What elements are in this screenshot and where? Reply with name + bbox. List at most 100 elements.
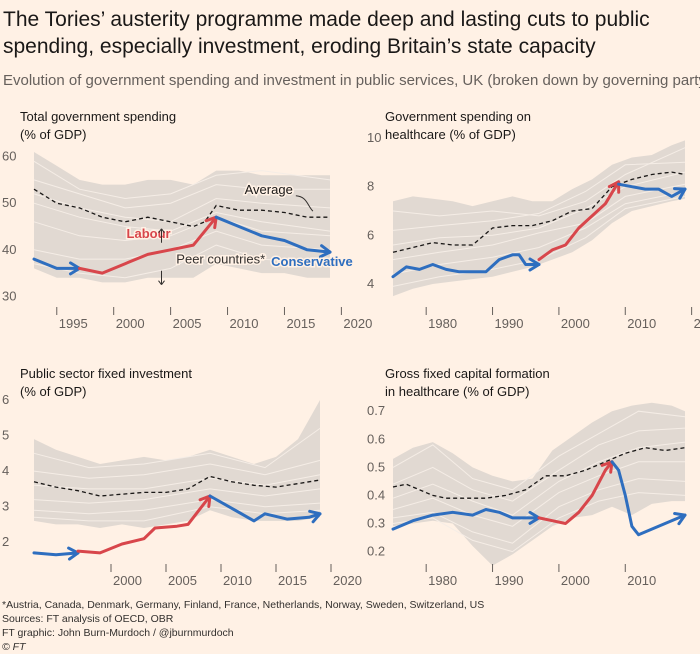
y-tick-label: 0.7 — [367, 403, 385, 418]
annotation-label: Conservative — [271, 254, 353, 269]
y-tick-label: 5 — [2, 428, 9, 443]
y-tick-label: 4 — [367, 276, 374, 291]
chart-svg: 2 3 4 5 6 2000 2005 2010 2015 2020 — [2, 392, 362, 588]
average-line — [392, 447, 686, 499]
y-tick-label: 0.3 — [367, 516, 385, 531]
conservative-arrowhead — [319, 244, 332, 259]
conservative-series-line — [391, 253, 541, 279]
panel-title-line-1: Total government spending — [20, 109, 177, 124]
conservative-arrowhead — [673, 512, 687, 526]
peer-range-band — [393, 402, 685, 566]
labour-series-line — [537, 180, 621, 262]
annotation-label: Labour — [127, 226, 171, 241]
panel-title: Public sector fixed investment (% of GDP… — [20, 365, 192, 401]
panel-title-line-2: (% of GDP) — [20, 384, 87, 399]
x-tick-label: 2000 — [113, 573, 142, 588]
panel-title-line-1: Public sector fixed investment — [20, 366, 192, 381]
peer-country-line — [392, 461, 685, 527]
conservative-series-line — [391, 508, 541, 531]
labour-series-line — [76, 494, 212, 555]
peer-country-line — [392, 441, 686, 516]
peer-country-line — [33, 506, 321, 522]
peer-country-line — [392, 427, 686, 502]
peer-country-line — [33, 474, 321, 490]
y-tick-label: 0.4 — [367, 487, 385, 502]
x-tick-label: 2000 — [561, 573, 590, 588]
y-tick-label: 0.2 — [367, 544, 385, 559]
peer-country-line — [33, 427, 321, 469]
x-tick-label: 1980 — [428, 316, 457, 331]
panel-title: Total government spending (% of GDP) — [20, 108, 176, 144]
y-tick-label: 0.6 — [367, 431, 385, 446]
conservative-arrowhead — [67, 546, 80, 561]
peer-country-line — [33, 499, 321, 515]
panel-title-line-1: Government spending on — [385, 109, 531, 124]
peer-country-line — [33, 244, 331, 279]
peer-country-line — [392, 183, 686, 261]
y-tick-label: 30 — [2, 288, 16, 303]
x-tick-label: 2010 — [627, 573, 656, 588]
x-tick-label: 1995 — [59, 316, 88, 331]
y-tick-label: 6 — [2, 392, 9, 407]
conservative-series-line — [208, 494, 322, 523]
conservative-series-line — [32, 257, 81, 270]
x-tick-label: 1990 — [495, 573, 524, 588]
conservative-series-line — [214, 215, 332, 254]
y-tick-label: 60 — [2, 149, 16, 164]
chart-title: The Tories’ austerity programme made dee… — [3, 8, 650, 58]
conservative-series-line — [610, 460, 687, 537]
peer-country-line — [33, 202, 331, 232]
panel-healthcare-spending: Government spending on healthcare (% of … — [365, 108, 700, 358]
x-tick-label: 2010 — [230, 316, 259, 331]
x-tick-label: 2015 — [286, 316, 315, 331]
peer-range-arrow-down — [158, 270, 165, 285]
panel-total-government-spending: Total government spending (% of GDP) 30 4… — [0, 108, 372, 358]
y-tick-label: 2 — [2, 534, 9, 549]
average-line — [33, 188, 330, 228]
x-tick-label: 1990 — [495, 316, 524, 331]
chart-svg: 4 6 8 10 1980 1990 2000 2010 2020 — [367, 130, 700, 331]
peer-country-line — [392, 147, 686, 217]
y-tick-label: 6 — [367, 227, 374, 242]
y-tick-label: 50 — [2, 195, 16, 210]
x-tick-label: 2015 — [278, 573, 307, 588]
peer-range-band — [393, 140, 685, 297]
peer-country-line — [392, 492, 686, 553]
chart-svg: 0.2 0.3 0.4 0.5 0.6 0.7 1980 1990 2000 2010 — [367, 402, 687, 588]
conservative-series-line — [617, 182, 687, 198]
average-line — [392, 171, 686, 253]
x-tick-label: 2010 — [627, 316, 656, 331]
peer-range-band — [34, 152, 330, 283]
x-tick-label: 2000 — [561, 316, 590, 331]
peer-country-line — [33, 179, 330, 209]
x-tick-label: 1980 — [428, 573, 457, 588]
panel-title: Gross fixed capital formation in healthc… — [385, 365, 550, 401]
panel-title: Government spending on healthcare (% of … — [385, 108, 531, 144]
conservative-arrowhead — [308, 509, 322, 524]
labour-arrowhead — [607, 180, 621, 194]
panel-title-line-2: (% of GDP) — [20, 127, 87, 142]
x-tick-label: 2020 — [694, 316, 700, 331]
credit: FT graphic: John Burn-Murdoch / @jburnmu… — [2, 627, 234, 639]
peer-range-arrow-up — [158, 228, 165, 243]
average-leader-line — [295, 195, 314, 212]
y-tick-label: 0.5 — [367, 459, 385, 474]
x-tick-label: 2010 — [223, 573, 252, 588]
chart-subtitle: Evolution of government spending and inv… — [3, 72, 700, 89]
peer-country-line — [392, 161, 686, 231]
x-tick-label: 2020 — [333, 573, 362, 588]
peer-country-line — [33, 459, 321, 479]
annotation-label: Peer countries* — [176, 252, 265, 267]
panel-healthcare-capital-formation: Gross fixed capital formation in healthc… — [365, 365, 700, 615]
x-tick-label: 2000 — [116, 316, 145, 331]
panel-title-line-2: in healthcare (% of GDP) — [385, 384, 530, 399]
panel-public-sector-investment: Public sector fixed investment (% of GDP… — [0, 365, 362, 615]
y-tick-label: 4 — [2, 463, 9, 478]
annotation-label: Average — [245, 182, 293, 197]
x-tick-label: 2005 — [173, 316, 202, 331]
footnote: *Austria, Canada, Denmark, Germany, Finl… — [2, 599, 485, 611]
panel-title-line-1: Gross fixed capital formation — [385, 366, 550, 381]
x-tick-label: 2005 — [168, 573, 197, 588]
y-tick-label: 10 — [367, 130, 381, 145]
peer-country-line — [392, 410, 686, 491]
